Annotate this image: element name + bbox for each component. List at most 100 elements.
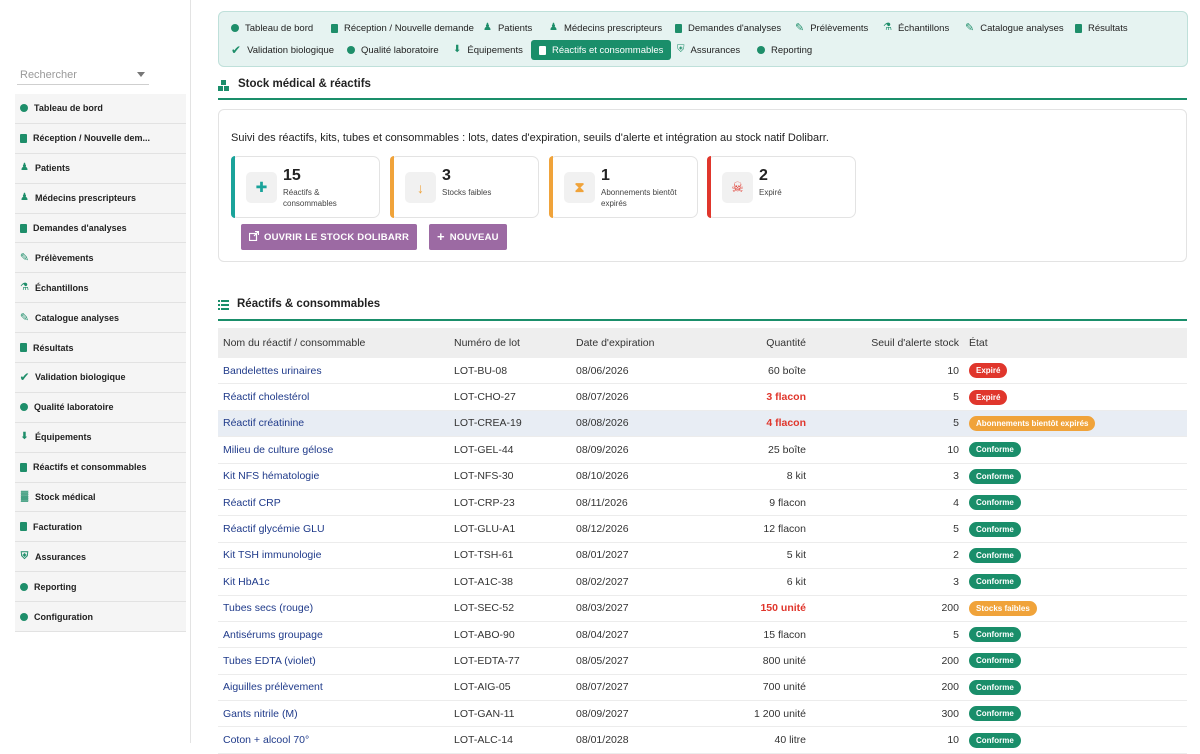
alert-threshold: 2 — [953, 549, 959, 562]
column-header[interactable]: Seuil d'alerte stock — [871, 337, 959, 349]
column-header[interactable]: Numéro de lot — [454, 337, 520, 349]
reagent-name-link[interactable]: Antisérums groupage — [223, 628, 323, 641]
table-row[interactable]: Tubes EDTA (violet) LOT-EDTA-77 08/05/2027… — [218, 648, 1187, 675]
expiry-date: 08/01/2027 — [576, 549, 629, 562]
reagents-table: Nom du réactif / consommable Numéro de l… — [218, 328, 1187, 754]
column-header[interactable]: Nom du réactif / consommable — [223, 337, 366, 349]
reagent-name-link[interactable]: Kit NFS hématologie — [223, 470, 320, 483]
table-row[interactable]: Aiguilles prélèvement LOT-AIG-05 08/07/202… — [218, 675, 1187, 702]
table-row[interactable]: Kit TSH immunologie LOT-TSH-61 08/01/2027 5… — [218, 543, 1187, 570]
tab-r-ception-nouvelle-demande[interactable]: Réception / Nouvelle demande — [323, 18, 482, 38]
table-header: Nom du réactif / consommable Numéro de l… — [218, 328, 1187, 358]
tab-reporting[interactable]: Reporting — [749, 40, 820, 60]
reagent-name-link[interactable]: Gants nitrile (M) — [223, 707, 298, 720]
check-icon: ✔ — [231, 43, 242, 57]
column-header[interactable]: Quantité — [766, 337, 806, 349]
tab--quipements[interactable]: ⬇ Équipements — [445, 40, 531, 60]
column-header[interactable]: État — [969, 337, 988, 349]
sidebar-item-facturation[interactable]: Facturation — [15, 512, 186, 543]
reagent-name-link[interactable]: Réactif CRP — [223, 496, 281, 509]
search-select[interactable]: Rechercher — [17, 65, 149, 85]
sidebar-item-r-ception-nouvelle-dem-[interactable]: Réception / Nouvelle dem... — [15, 124, 186, 154]
expiry-date: 08/02/2027 — [576, 575, 629, 588]
sidebar-item-validation-biologique[interactable]: ✔ Validation biologique — [15, 363, 186, 393]
reagent-name-link[interactable]: Tubes secs (rouge) — [223, 602, 314, 615]
sidebar-item-r-actifs-et-consommables[interactable]: Réactifs et consommables — [15, 453, 186, 483]
doctor-icon: ♟ — [549, 22, 558, 33]
tab--chantillons[interactable]: ⚗ Échantillons — [875, 18, 957, 38]
sidebar-item-demandes-d-analyses[interactable]: Demandes d'analyses — [15, 214, 186, 244]
table-row[interactable]: Coton + alcool 70° LOT-ALC-14 08/01/2028 40… — [218, 727, 1187, 754]
table-row[interactable]: Kit NFS hématologie LOT-NFS-30 08/10/2026 8… — [218, 464, 1187, 490]
tab-pr-l-vements[interactable]: ✎ Prélèvements — [787, 18, 876, 38]
quantity: 25 boîte — [768, 443, 806, 456]
lot-number: LOT-CREA-19 — [454, 417, 522, 430]
reagent-name-link[interactable]: Milieu de culture gélose — [223, 443, 334, 456]
table-row[interactable]: Réactif CRP LOT-CRP-23 08/11/2026 9 flacon 4… — [218, 490, 1187, 517]
table-row[interactable]: Antisérums groupage LOT-ABO-90 08/04/2027 1… — [218, 622, 1187, 649]
chart-pie-icon — [20, 582, 28, 591]
tab-r-sultats[interactable]: Résultats — [1067, 18, 1136, 38]
tab-assurances[interactable]: ⛨ Assurances — [669, 40, 748, 60]
reagent-name-link[interactable]: Réactif glycémie GLU — [223, 523, 325, 536]
stat-card[interactable]: ↓ 3 Stocks faibles — [390, 156, 539, 218]
expiry-date: 08/09/2027 — [576, 707, 629, 720]
sidebar-item-tableau-de-bord[interactable]: Tableau de bord — [15, 94, 186, 124]
reagent-name-link[interactable]: Coton + alcool 70° — [223, 734, 310, 747]
tab-patients[interactable]: ♟ Patients — [475, 18, 540, 38]
tab-validation-biologique[interactable]: ✔ Validation biologique — [223, 40, 342, 60]
tab-qualit-laboratoire[interactable]: Qualité laboratoire — [339, 40, 447, 60]
document-icon — [675, 23, 682, 33]
sidebar-item-r-sultats[interactable]: Résultats — [15, 333, 186, 364]
user-icon: ♟ — [483, 22, 492, 33]
sidebar-item--chantillons[interactable]: ⚗ Échantillons — [15, 273, 186, 304]
table-row[interactable]: Milieu de culture gélose LOT-GEL-44 08/09/… — [218, 437, 1187, 464]
table-row[interactable]: Réactif cholestérol LOT-CHO-27 08/07/2026 3… — [218, 384, 1187, 411]
status-cell: Conforme — [959, 521, 1187, 537]
tab-label: Médecins prescripteurs — [563, 22, 663, 34]
status-cell: Conforme — [959, 442, 1187, 458]
sidebar-item-patients[interactable]: ♟ Patients — [15, 154, 186, 184]
sidebar-item-stock-m-dical[interactable]: ▓ Stock médical — [15, 483, 186, 513]
stat-card[interactable]: ⧗ 1 Abonnements bientôt expirés — [549, 156, 698, 218]
reagent-name-link[interactable]: Kit TSH immunologie — [223, 549, 322, 562]
sidebar-item-catalogue-analyses[interactable]: ✎ Catalogue analyses — [15, 303, 186, 334]
tab-demandes-d-analyses[interactable]: Demandes d'analyses — [667, 18, 789, 38]
stat-card[interactable]: ✚ 15 Réactifs & consommables — [231, 156, 380, 218]
sidebar-item-configuration[interactable]: Configuration — [15, 602, 186, 633]
reagent-name-link[interactable]: Kit HbA1c — [223, 575, 270, 588]
dashboard-icon — [20, 104, 28, 113]
status-badge: Conforme — [969, 653, 1021, 669]
sidebar-item-label: Reporting — [34, 581, 77, 592]
tab-catalogue-analyses[interactable]: ✎ Catalogue analyses — [957, 18, 1072, 38]
tab-m-decins-prescripteurs[interactable]: ♟ Médecins prescripteurs — [541, 18, 670, 38]
stat-card[interactable]: ☠ 2 Expiré — [707, 156, 856, 218]
reagent-name-link[interactable]: Tubes EDTA (violet) — [223, 654, 316, 667]
sidebar-item-m-decins-prescripteurs[interactable]: ♟ Médecins prescripteurs — [15, 184, 186, 214]
table-row[interactable]: Réactif glycémie GLU LOT-GLU-A1 08/12/2026… — [218, 516, 1187, 543]
table-row[interactable]: Gants nitrile (M) LOT-GAN-11 08/09/2027 1 2… — [218, 701, 1187, 728]
table-row[interactable]: Kit HbA1c LOT-A1C-38 08/02/2027 6 kit 3 Confo… — [218, 569, 1187, 596]
quantity: 6 kit — [786, 575, 806, 588]
reagent-name-link[interactable]: Aiguilles prélèvement — [223, 681, 323, 694]
expiry-date: 08/11/2026 — [576, 496, 628, 509]
tab-r-actifs-et-consommables[interactable]: Réactifs et consommables — [531, 40, 672, 60]
table-row[interactable]: Tubes secs (rouge) LOT-SEC-52 08/03/2027 15… — [218, 596, 1187, 622]
reagent-name-link[interactable]: Bandelettes urinaires — [223, 364, 322, 377]
table-row[interactable]: Réactif créatinine LOT-CREA-19 08/08/2026 4… — [218, 410, 1187, 438]
new-button[interactable]: + NOUVEAU — [429, 224, 507, 250]
table-row[interactable]: Bandelettes urinaires LOT-BU-08 08/06/2026… — [218, 358, 1187, 385]
sidebar-item-reporting[interactable]: Reporting — [15, 572, 186, 603]
tab-label: Qualité laboratoire — [361, 44, 439, 56]
sidebar-item-pr-l-vements[interactable]: ✎ Prélèvements — [15, 243, 186, 274]
reagent-name-link[interactable]: Réactif créatinine — [223, 417, 305, 430]
badge-icon — [20, 403, 28, 412]
reagent-name-link[interactable]: Réactif cholestérol — [223, 391, 310, 404]
column-header[interactable]: Date d'expiration — [576, 337, 655, 349]
tab-tableau-de-bord[interactable]: Tableau de bord — [223, 18, 321, 38]
sidebar-item-qualit-laboratoire[interactable]: Qualité laboratoire — [15, 393, 186, 423]
tab-label: Demandes d'analyses — [688, 22, 782, 34]
open-dolibarr-stock-button[interactable]: OUVRIR LE STOCK DOLIBARR — [241, 224, 418, 250]
sidebar-item-assurances[interactable]: ⛨ Assurances — [15, 542, 186, 573]
sidebar-item--quipements[interactable]: ⬇ Équipements — [15, 423, 186, 453]
